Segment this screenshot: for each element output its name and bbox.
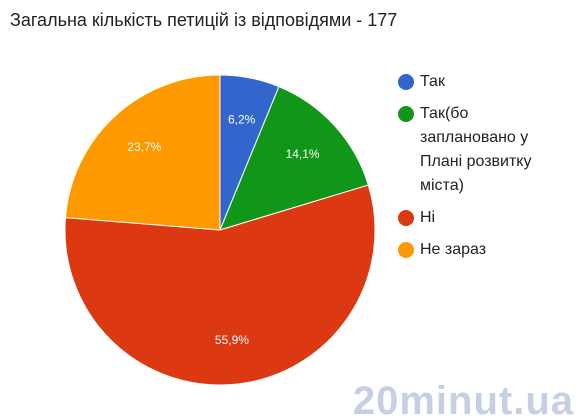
slice-label: 55,9% (215, 333, 249, 347)
pie-slice (219, 85, 369, 231)
watermark: 20minut.ua (352, 379, 574, 420)
slice-label: 23,7% (127, 140, 161, 154)
legend-item: Не зараз (398, 238, 558, 262)
pie-slice (64, 184, 376, 386)
legend-swatch (398, 242, 414, 258)
legend: Так Так(бо заплановано у Плані розвитку м… (398, 70, 558, 270)
legend-swatch (398, 210, 414, 226)
legend-item: Ні (398, 206, 558, 230)
slice-label: 6,2% (228, 113, 256, 127)
legend-label: Ні (420, 209, 436, 226)
legend-swatch (398, 74, 414, 90)
legend-swatch (398, 106, 414, 122)
legend-label: Так (420, 73, 445, 90)
legend-item: Так(бо заплановано у Плані розвитку міст… (398, 102, 558, 198)
legend-label: Так(бо заплановано у Плані розвитку міст… (420, 105, 532, 194)
slice-label: 14,1% (286, 147, 320, 161)
pie-slice (64, 74, 221, 231)
legend-item: Так (398, 70, 558, 94)
legend-label: Не зараз (420, 241, 487, 258)
chart-title: Загальна кількість петицій із відповідям… (10, 10, 398, 30)
